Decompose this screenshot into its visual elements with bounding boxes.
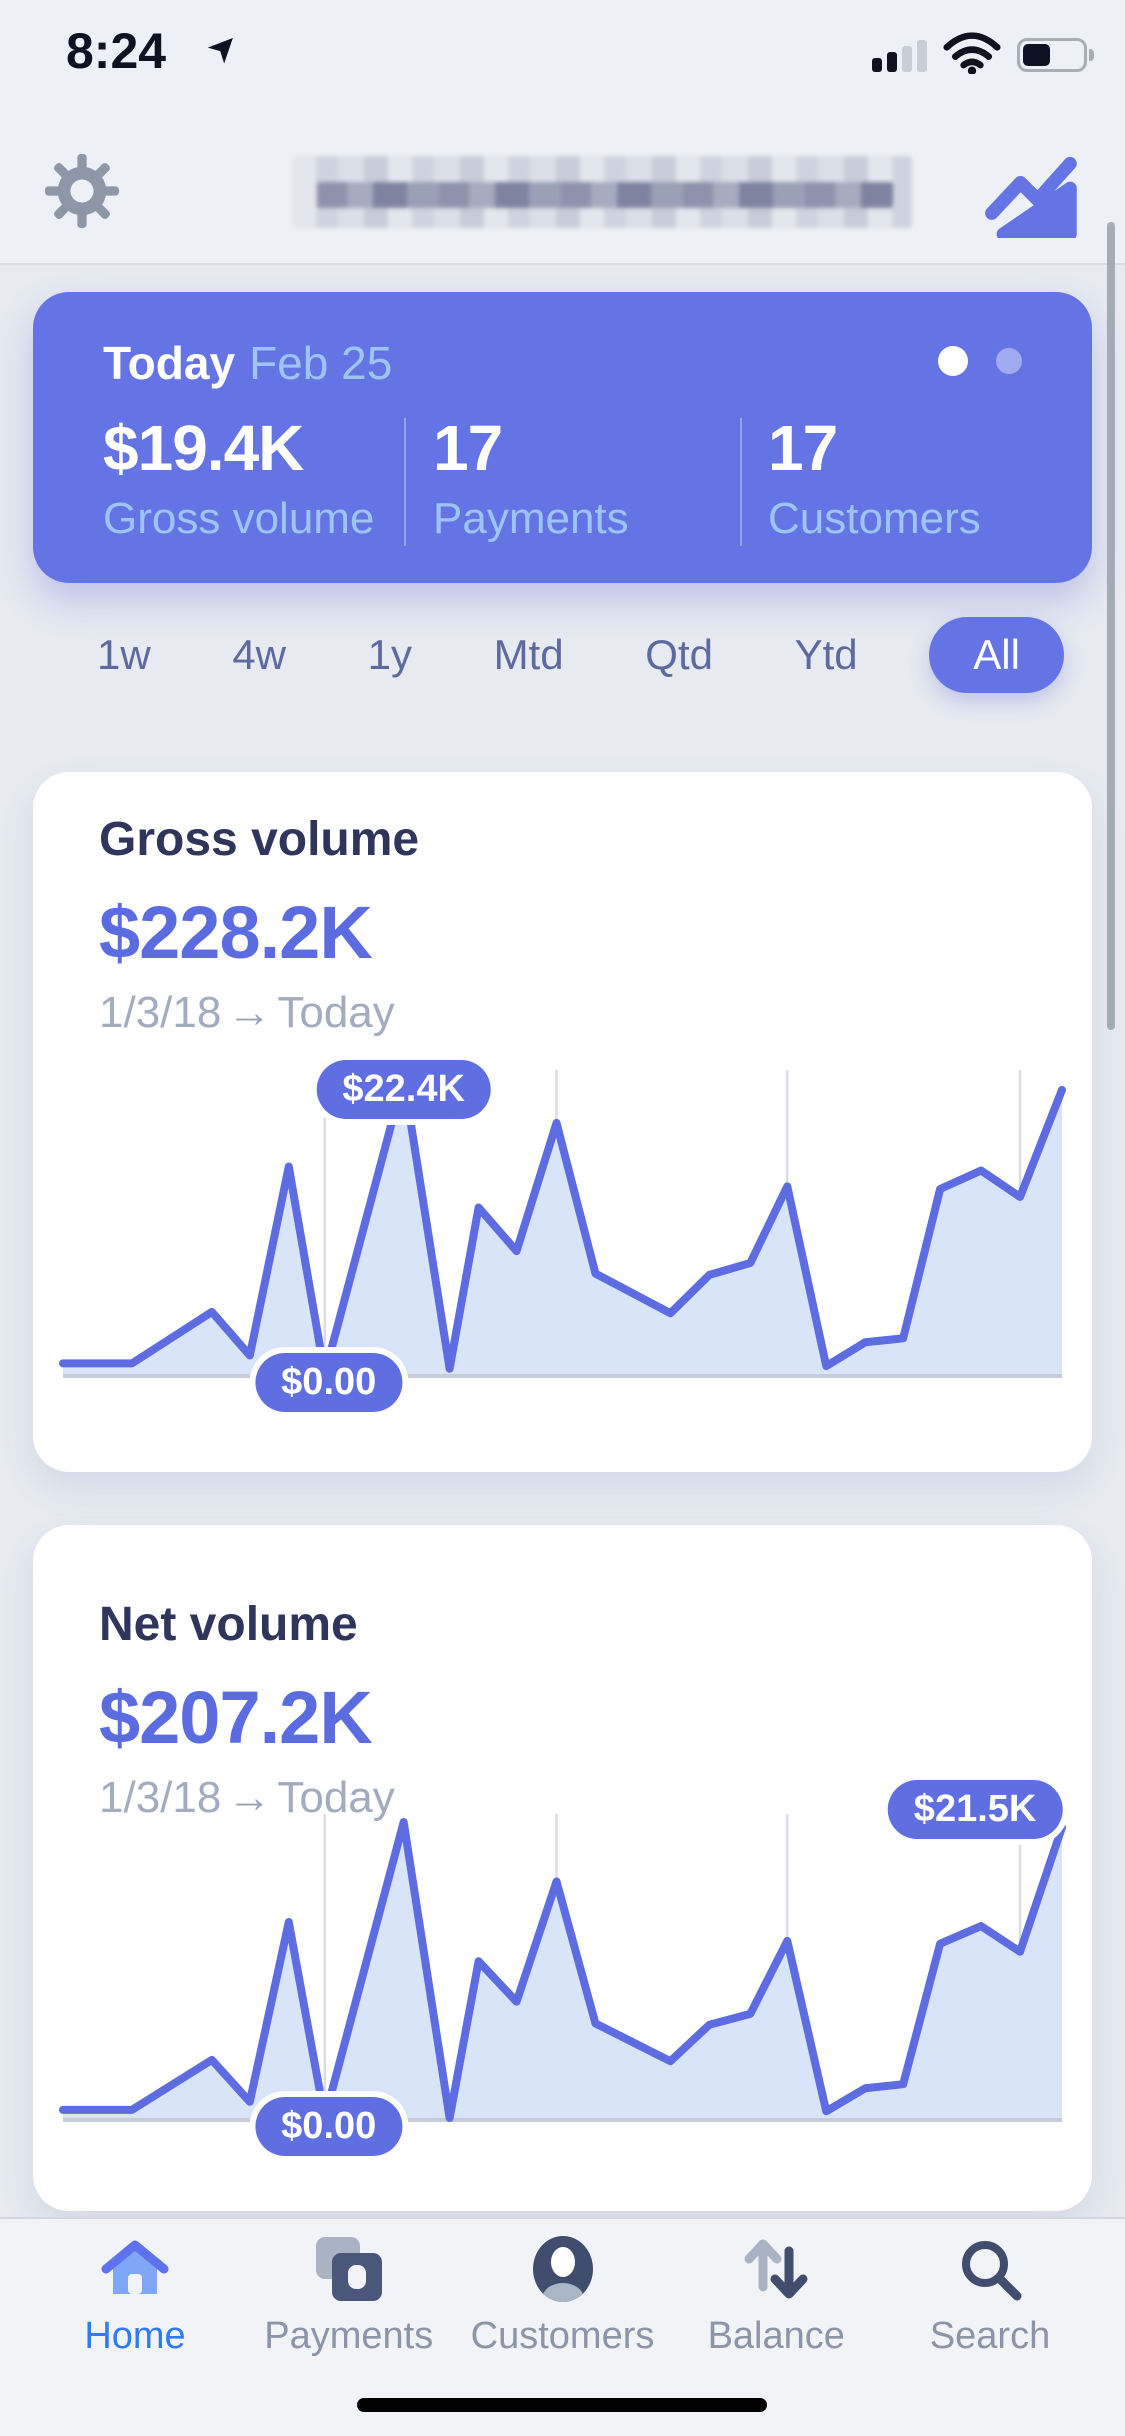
range-tab-qtd[interactable]: Qtd xyxy=(645,631,713,678)
area-chart-svg xyxy=(59,1814,1066,2122)
card-date-range: 1/3/18 → Today xyxy=(99,1773,395,1823)
app-header xyxy=(0,140,1125,250)
summary-stats: $19.4K Gross volume 17 Payments 17 Custo… xyxy=(33,412,1092,562)
arrow-right-icon: → xyxy=(227,988,272,1037)
tab-label: Balance xyxy=(707,2315,845,2357)
stat-label: Customers xyxy=(768,493,981,543)
range-tab-mtd[interactable]: Mtd xyxy=(493,631,564,678)
range-start: 1/3/18 xyxy=(99,1773,222,1822)
tab-home[interactable]: Home xyxy=(50,2233,220,2358)
chart-value-badge: $21.5K xyxy=(887,1780,1063,1839)
chart-value-badge: $22.4K xyxy=(316,1060,491,1119)
range-end: Today xyxy=(277,988,395,1037)
tab-search[interactable]: Search xyxy=(905,2233,1075,2358)
scroll-content: Today Feb 25 $19.4K Gross volume 17 Payme… xyxy=(0,265,1125,2217)
page-dot-inactive[interactable] xyxy=(996,348,1022,374)
stat-gross-volume: $19.4K Gross volume xyxy=(103,412,374,544)
tab-label: Home xyxy=(84,2315,186,2357)
stat-value: 17 xyxy=(768,412,838,484)
tab-customers[interactable]: Customers xyxy=(471,2233,654,2358)
summary-date: Feb 25 xyxy=(249,337,393,389)
status-icons xyxy=(872,30,1094,79)
date-range-tabs: 1w 4w 1y Mtd Qtd Ytd All xyxy=(33,617,1092,693)
arrow-right-icon: → xyxy=(227,1773,272,1822)
card-total: $207.2K xyxy=(99,1676,373,1759)
search-icon xyxy=(957,2233,1023,2305)
stat-label: Gross volume xyxy=(103,493,375,543)
today-summary-card[interactable]: Today Feb 25 $19.4K Gross volume 17 Payme… xyxy=(33,292,1092,583)
wifi-icon xyxy=(943,30,1001,79)
status-time: 8:24 xyxy=(66,23,167,79)
stat-payments: 17 Payments xyxy=(433,412,629,544)
tab-label: Customers xyxy=(470,2315,655,2357)
chart-value-badge: $0.00 xyxy=(255,1353,403,1412)
status-bar: 8:24 ➤ xyxy=(0,22,1125,82)
card-total: $228.2K xyxy=(99,891,373,974)
range-tab-ytd[interactable]: Ytd xyxy=(794,631,858,678)
tab-payments[interactable]: Payments xyxy=(264,2233,434,2358)
net-volume-card[interactable]: Net volume $207.2K 1/3/18 → Today $21.5K $0… xyxy=(33,1525,1092,2211)
tab-balance[interactable]: Balance xyxy=(691,2233,861,2358)
range-tab-1w[interactable]: 1w xyxy=(97,631,151,678)
stat-divider xyxy=(404,418,406,546)
summary-period-label: Today xyxy=(103,337,236,389)
payments-icon xyxy=(314,2233,384,2305)
cellular-signal-icon xyxy=(872,38,927,72)
home-indicator[interactable] xyxy=(357,2398,767,2412)
tab-label: Payments xyxy=(264,2315,434,2357)
stat-value: 17 xyxy=(433,412,503,484)
stat-label: Payments xyxy=(433,493,629,543)
stat-value: $19.4K xyxy=(103,412,304,484)
net-volume-chart: $21.5K $0.00 xyxy=(59,1780,1066,2156)
range-tab-all[interactable]: All xyxy=(929,617,1064,693)
top-zone: 8:24 ➤ xyxy=(0,0,1125,265)
card-title: Gross volume xyxy=(99,813,420,866)
chart-value-badge: $0.00 xyxy=(255,2097,403,2156)
scrollbar-thumb[interactable] xyxy=(1107,222,1115,1030)
gross-volume-card[interactable]: Gross volume $228.2K 1/3/18 → Today $22.4K… xyxy=(33,772,1092,1472)
balance-arrows-icon xyxy=(741,2233,811,2305)
insights-chart-icon[interactable] xyxy=(982,154,1078,241)
battery-icon xyxy=(1017,37,1094,72)
range-start: 1/3/18 xyxy=(99,988,222,1037)
page-dot-active[interactable] xyxy=(938,346,968,376)
range-end: Today xyxy=(277,1773,395,1822)
stat-customers: 17 Customers xyxy=(768,412,981,544)
settings-gear-icon[interactable] xyxy=(45,154,119,233)
gross-volume-chart: $22.4K $0.00 xyxy=(59,1060,1066,1412)
home-icon xyxy=(99,2233,171,2305)
area-chart-svg xyxy=(59,1070,1066,1378)
location-services-icon: ➤ xyxy=(197,21,248,72)
page-dots[interactable] xyxy=(938,346,1022,376)
card-title: Net volume xyxy=(99,1598,358,1651)
card-date-range: 1/3/18 → Today xyxy=(99,988,395,1038)
tab-label: Search xyxy=(929,2315,1051,2357)
customers-icon xyxy=(529,2233,597,2305)
account-name-blurred[interactable] xyxy=(292,156,912,228)
range-tab-1y[interactable]: 1y xyxy=(367,631,413,678)
summary-title: Today Feb 25 xyxy=(103,336,392,390)
range-tab-4w[interactable]: 4w xyxy=(232,631,287,678)
stat-divider xyxy=(740,418,742,546)
